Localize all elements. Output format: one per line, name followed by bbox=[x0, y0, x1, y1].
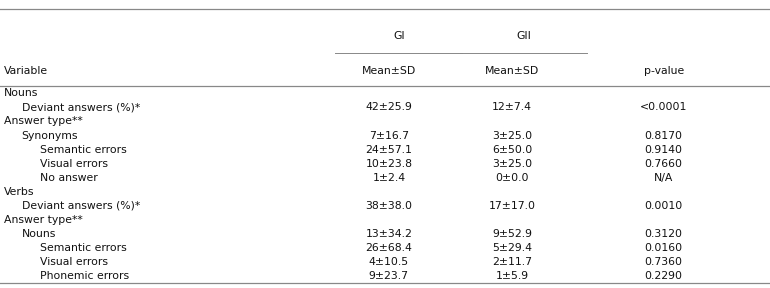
Text: Mean±SD: Mean±SD bbox=[362, 66, 416, 75]
Text: 42±25.9: 42±25.9 bbox=[366, 103, 412, 112]
Text: 2±11.7: 2±11.7 bbox=[492, 257, 532, 267]
Text: 0.0010: 0.0010 bbox=[644, 201, 683, 211]
Text: 0.7360: 0.7360 bbox=[644, 257, 683, 267]
Text: 0±0.0: 0±0.0 bbox=[495, 173, 529, 183]
Text: Visual errors: Visual errors bbox=[40, 257, 108, 267]
Text: Deviant answers (%)*: Deviant answers (%)* bbox=[22, 201, 140, 211]
Text: 17±17.0: 17±17.0 bbox=[488, 201, 536, 211]
Text: Visual errors: Visual errors bbox=[40, 159, 108, 168]
Text: Deviant answers (%)*: Deviant answers (%)* bbox=[22, 103, 140, 112]
Text: 0.2290: 0.2290 bbox=[644, 271, 683, 281]
Text: 9±52.9: 9±52.9 bbox=[492, 229, 532, 239]
Text: 0.0160: 0.0160 bbox=[644, 243, 683, 253]
Text: 4±10.5: 4±10.5 bbox=[369, 257, 409, 267]
Text: Semantic errors: Semantic errors bbox=[40, 145, 127, 155]
Text: Nouns: Nouns bbox=[22, 229, 56, 239]
Text: 0.9140: 0.9140 bbox=[644, 145, 683, 155]
Text: GI: GI bbox=[393, 31, 405, 41]
Text: 9±23.7: 9±23.7 bbox=[369, 271, 409, 281]
Text: <0.0001: <0.0001 bbox=[640, 103, 688, 112]
Text: Semantic errors: Semantic errors bbox=[40, 243, 127, 253]
Text: 12±7.4: 12±7.4 bbox=[492, 103, 532, 112]
Text: 10±23.8: 10±23.8 bbox=[365, 159, 413, 168]
Text: 13±34.2: 13±34.2 bbox=[366, 229, 412, 239]
Text: Nouns: Nouns bbox=[4, 88, 39, 98]
Text: 3±25.0: 3±25.0 bbox=[492, 159, 532, 168]
Text: 0.8170: 0.8170 bbox=[644, 130, 683, 141]
Text: N/A: N/A bbox=[654, 173, 674, 183]
Text: Answer type**: Answer type** bbox=[4, 215, 82, 225]
Text: 6±50.0: 6±50.0 bbox=[492, 145, 532, 155]
Text: GII: GII bbox=[516, 31, 531, 41]
Text: 5±29.4: 5±29.4 bbox=[492, 243, 532, 253]
Text: 7±16.7: 7±16.7 bbox=[369, 130, 409, 141]
Text: 24±57.1: 24±57.1 bbox=[366, 145, 412, 155]
Text: Verbs: Verbs bbox=[4, 187, 35, 197]
Text: 0.7660: 0.7660 bbox=[644, 159, 683, 168]
Text: p-value: p-value bbox=[644, 66, 684, 75]
Text: 1±5.9: 1±5.9 bbox=[495, 271, 529, 281]
Text: 0.3120: 0.3120 bbox=[644, 229, 683, 239]
Text: 26±68.4: 26±68.4 bbox=[366, 243, 412, 253]
Text: Phonemic errors: Phonemic errors bbox=[40, 271, 129, 281]
Text: No answer: No answer bbox=[40, 173, 98, 183]
Text: 3±25.0: 3±25.0 bbox=[492, 130, 532, 141]
Text: 1±2.4: 1±2.4 bbox=[372, 173, 406, 183]
Text: Mean±SD: Mean±SD bbox=[485, 66, 539, 75]
Text: Answer type**: Answer type** bbox=[4, 116, 82, 126]
Text: Variable: Variable bbox=[4, 66, 48, 75]
Text: Synonyms: Synonyms bbox=[22, 130, 78, 141]
Text: 38±38.0: 38±38.0 bbox=[365, 201, 413, 211]
